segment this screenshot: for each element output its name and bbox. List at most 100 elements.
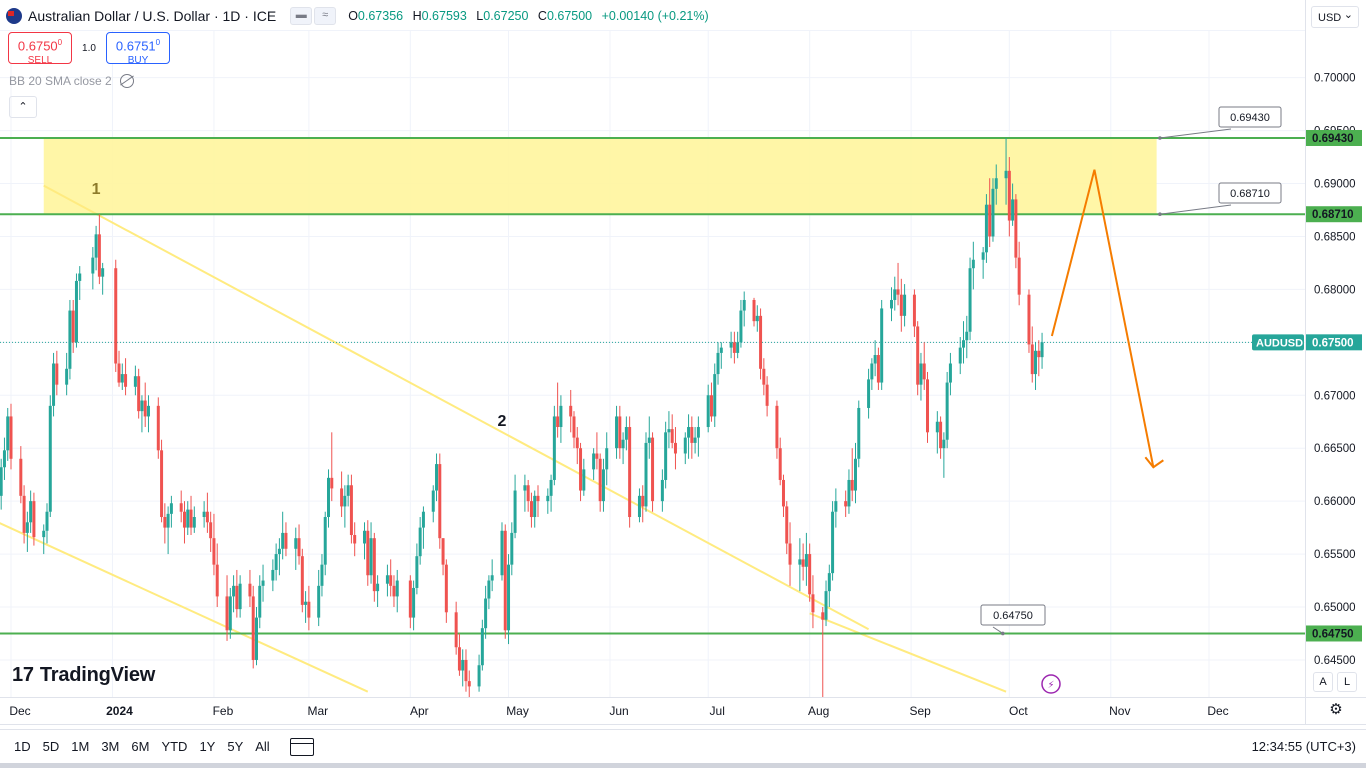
candle-body — [441, 538, 445, 565]
candle — [752, 297, 756, 327]
candle-body — [683, 437, 687, 454]
symbol-title[interactable]: Australian Dollar / U.S. Dollar · 1D · I… — [28, 8, 277, 24]
candle-body — [641, 495, 645, 507]
log-scale-button[interactable]: L — [1337, 672, 1357, 692]
candle — [664, 421, 668, 489]
calendar-icon[interactable] — [289, 737, 314, 756]
clock-readout[interactable]: 12:34:55 (UTC+3) — [1251, 739, 1356, 754]
range-3m[interactable]: 3M — [101, 739, 120, 754]
candle — [307, 585, 311, 631]
candle-body — [376, 583, 380, 592]
approx-toggle-icon[interactable]: ≈ — [314, 7, 337, 25]
candle — [667, 411, 671, 449]
candle — [831, 501, 835, 581]
ohlc-low-key: L — [476, 9, 484, 23]
candle-body — [916, 326, 920, 385]
candle-body — [212, 538, 216, 565]
candle — [487, 575, 491, 610]
candle-body — [412, 587, 416, 618]
candle — [317, 569, 321, 627]
candle — [251, 585, 255, 669]
candle — [834, 488, 838, 528]
candle-body — [533, 495, 537, 518]
candle — [647, 416, 651, 459]
range-1m[interactable]: 1M — [71, 739, 90, 754]
range-1d[interactable]: 1D — [14, 739, 31, 754]
currency-select[interactable]: USD — [1311, 4, 1359, 28]
price-tick: 0.66500 — [1314, 443, 1356, 455]
current-price-label: 0.67500 — [1312, 337, 1354, 349]
range-5d[interactable]: 5D — [42, 739, 60, 754]
candle — [706, 384, 710, 433]
candle-body — [163, 517, 167, 528]
candle — [52, 352, 56, 417]
candle-body — [844, 501, 848, 507]
candle-body — [549, 479, 553, 496]
candle-body — [651, 437, 655, 502]
candle — [376, 575, 380, 608]
candle — [912, 289, 916, 338]
candle-body — [945, 382, 949, 440]
candle — [687, 414, 691, 459]
candle — [660, 469, 664, 512]
indicator-legend[interactable]: BB 20 SMA close 2 — [9, 74, 134, 88]
candle — [19, 446, 23, 504]
candle-body — [994, 178, 998, 189]
candle-body — [25, 522, 29, 533]
gear-icon[interactable]: ⚙ — [1329, 701, 1343, 718]
hidden-eye-icon[interactable] — [119, 74, 134, 88]
candle-body — [209, 522, 213, 539]
compare-toggle-icon[interactable]: ▬ — [290, 7, 313, 25]
candle-body — [274, 554, 278, 570]
range-1y[interactable]: 1Y — [199, 739, 216, 754]
candle — [755, 305, 759, 332]
trendline-2 — [0, 522, 369, 693]
candle — [461, 649, 465, 687]
range-all[interactable]: All — [255, 739, 270, 754]
range-6m[interactable]: 6M — [131, 739, 150, 754]
candle-body — [1037, 350, 1041, 358]
candle-body — [834, 501, 838, 512]
candle-body — [490, 575, 494, 581]
auto-scale-button[interactable]: A — [1313, 672, 1333, 692]
candle-body — [853, 458, 857, 491]
candle-body — [536, 495, 540, 502]
candle-body — [1011, 199, 1015, 221]
candle-body — [919, 363, 923, 385]
candle — [372, 532, 376, 602]
candle — [277, 538, 281, 576]
time-label: Feb — [213, 704, 234, 718]
candle — [215, 543, 219, 608]
candle — [179, 490, 183, 523]
ohlc-high-key: H — [412, 9, 422, 23]
candle-body — [513, 490, 517, 533]
candle-body — [569, 405, 573, 417]
buy-button[interactable]: 0.67510 BUY — [106, 32, 170, 66]
candle-body — [284, 532, 288, 549]
range-ytd[interactable]: YTD — [161, 739, 188, 754]
range-5y[interactable]: 5Y — [227, 739, 244, 754]
candle-body — [277, 548, 281, 555]
sell-button[interactable]: 0.67500 SELL — [8, 32, 72, 66]
candle — [916, 321, 920, 396]
ohlc-change: +0.00140 (+0.21%) — [601, 9, 709, 23]
candle-body — [552, 416, 556, 480]
candle-body — [850, 479, 854, 491]
candle — [621, 432, 625, 465]
candle — [994, 164, 998, 205]
candle-body — [926, 379, 930, 433]
candle — [870, 358, 874, 390]
candle — [523, 474, 527, 512]
candle-body — [6, 416, 10, 451]
candle-body — [444, 564, 448, 613]
candle-body — [664, 432, 668, 480]
collapse-legend-button[interactable]: ⌃ — [9, 96, 37, 118]
candle-body — [981, 252, 985, 260]
price-tick: 0.66000 — [1314, 496, 1356, 508]
candle-body — [160, 450, 164, 518]
candle — [988, 178, 992, 248]
candle-body — [736, 342, 740, 353]
candle-body — [261, 580, 265, 586]
price-tag-bg — [1306, 129, 1362, 146]
